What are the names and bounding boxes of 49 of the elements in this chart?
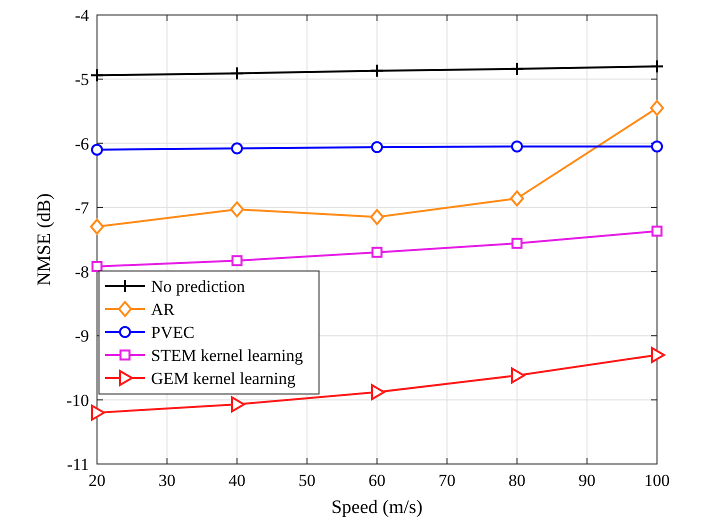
point bbox=[231, 396, 245, 412]
x-tick-label: 100 bbox=[644, 471, 670, 490]
x-tick-label: 30 bbox=[158, 471, 176, 490]
point bbox=[370, 64, 384, 78]
point bbox=[650, 59, 664, 74]
point bbox=[230, 201, 244, 218]
x-tick-label: 40 bbox=[228, 471, 246, 490]
legend-label: No prediction bbox=[151, 277, 246, 296]
point bbox=[651, 140, 663, 152]
point bbox=[511, 140, 523, 152]
point bbox=[90, 218, 104, 235]
x-tick-label: 80 bbox=[508, 471, 526, 490]
point bbox=[231, 142, 243, 154]
y-tick-label: -5 bbox=[74, 70, 89, 90]
point bbox=[230, 66, 244, 80]
point bbox=[92, 260, 102, 272]
point bbox=[371, 141, 383, 154]
x-tick-label: 20 bbox=[88, 471, 106, 490]
point bbox=[511, 367, 525, 384]
point bbox=[90, 68, 104, 82]
point bbox=[371, 384, 385, 400]
x-tick-label: 50 bbox=[298, 471, 316, 490]
point bbox=[652, 226, 662, 237]
y-tick-label: -6 bbox=[74, 134, 89, 154]
x-tick-label: 90 bbox=[578, 471, 596, 490]
y-tick-label: -7 bbox=[74, 198, 90, 218]
point bbox=[510, 62, 524, 76]
point bbox=[370, 209, 384, 226]
y-tick-label: -4 bbox=[74, 6, 90, 25]
x-tick-label: 60 bbox=[368, 471, 386, 490]
point bbox=[91, 404, 105, 421]
legend-label: AR bbox=[151, 300, 176, 319]
y-tick-label: -10 bbox=[66, 390, 89, 410]
y-axis-title: NMSE (dB) bbox=[34, 193, 55, 286]
y-tick-label: -11 bbox=[66, 455, 89, 474]
y-tick-label: -9 bbox=[74, 326, 89, 346]
legend-label: STEM kernel learning bbox=[151, 346, 304, 365]
point bbox=[232, 255, 242, 266]
point bbox=[510, 190, 524, 206]
legend-label: PVEC bbox=[151, 323, 194, 342]
point bbox=[372, 246, 382, 258]
point bbox=[651, 346, 665, 363]
x-tick-label: 70 bbox=[438, 471, 456, 490]
point bbox=[91, 144, 103, 156]
x-axis-title: Speed (m/s) bbox=[331, 497, 423, 518]
point bbox=[650, 100, 664, 116]
legend-label: GEM kernel learning bbox=[151, 369, 296, 388]
point bbox=[512, 238, 522, 249]
y-tick-label: -8 bbox=[74, 262, 89, 282]
